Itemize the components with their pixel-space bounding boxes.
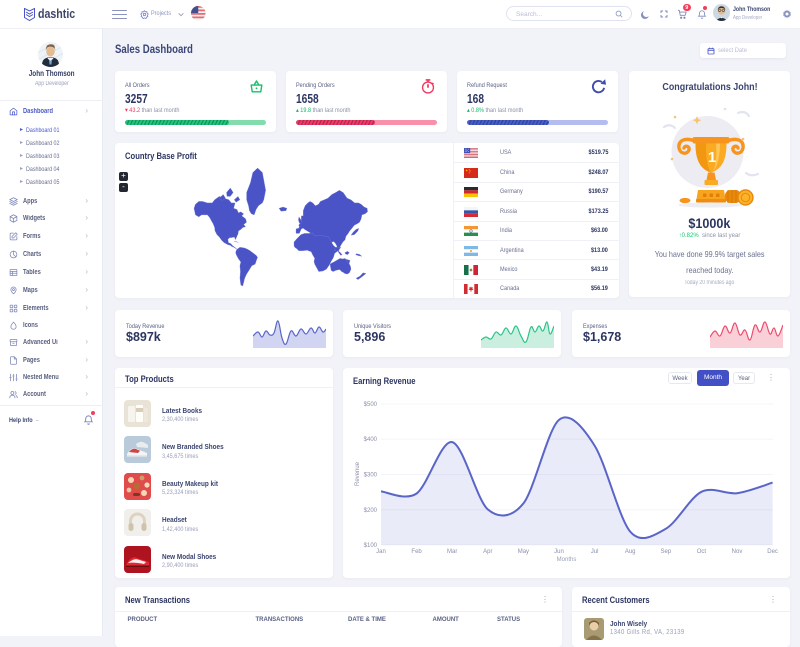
- svg-text:Jun: Jun: [554, 549, 564, 555]
- svg-text:Jul: Jul: [591, 549, 599, 555]
- svg-text:Jan: Jan: [376, 549, 386, 555]
- svg-text:Dec: Dec: [767, 549, 778, 555]
- svg-text:Nov: Nov: [732, 549, 743, 555]
- svg-text:Revenue: Revenue: [355, 461, 361, 486]
- svg-text:Sep: Sep: [660, 549, 671, 555]
- svg-text:Mar: Mar: [447, 549, 457, 555]
- svg-text:$200: $200: [364, 507, 378, 513]
- svg-text:Feb: Feb: [411, 549, 422, 555]
- svg-text:$300: $300: [364, 472, 378, 478]
- svg-text:Oct: Oct: [697, 549, 707, 555]
- svg-text:May: May: [518, 549, 529, 555]
- svg-text:Apr: Apr: [483, 549, 492, 555]
- svg-text:$500: $500: [364, 402, 378, 408]
- svg-text:$100: $100: [364, 543, 378, 549]
- svg-text:1: 1: [708, 149, 716, 166]
- svg-text:$400: $400: [364, 437, 378, 443]
- svg-text:Aug: Aug: [625, 549, 636, 555]
